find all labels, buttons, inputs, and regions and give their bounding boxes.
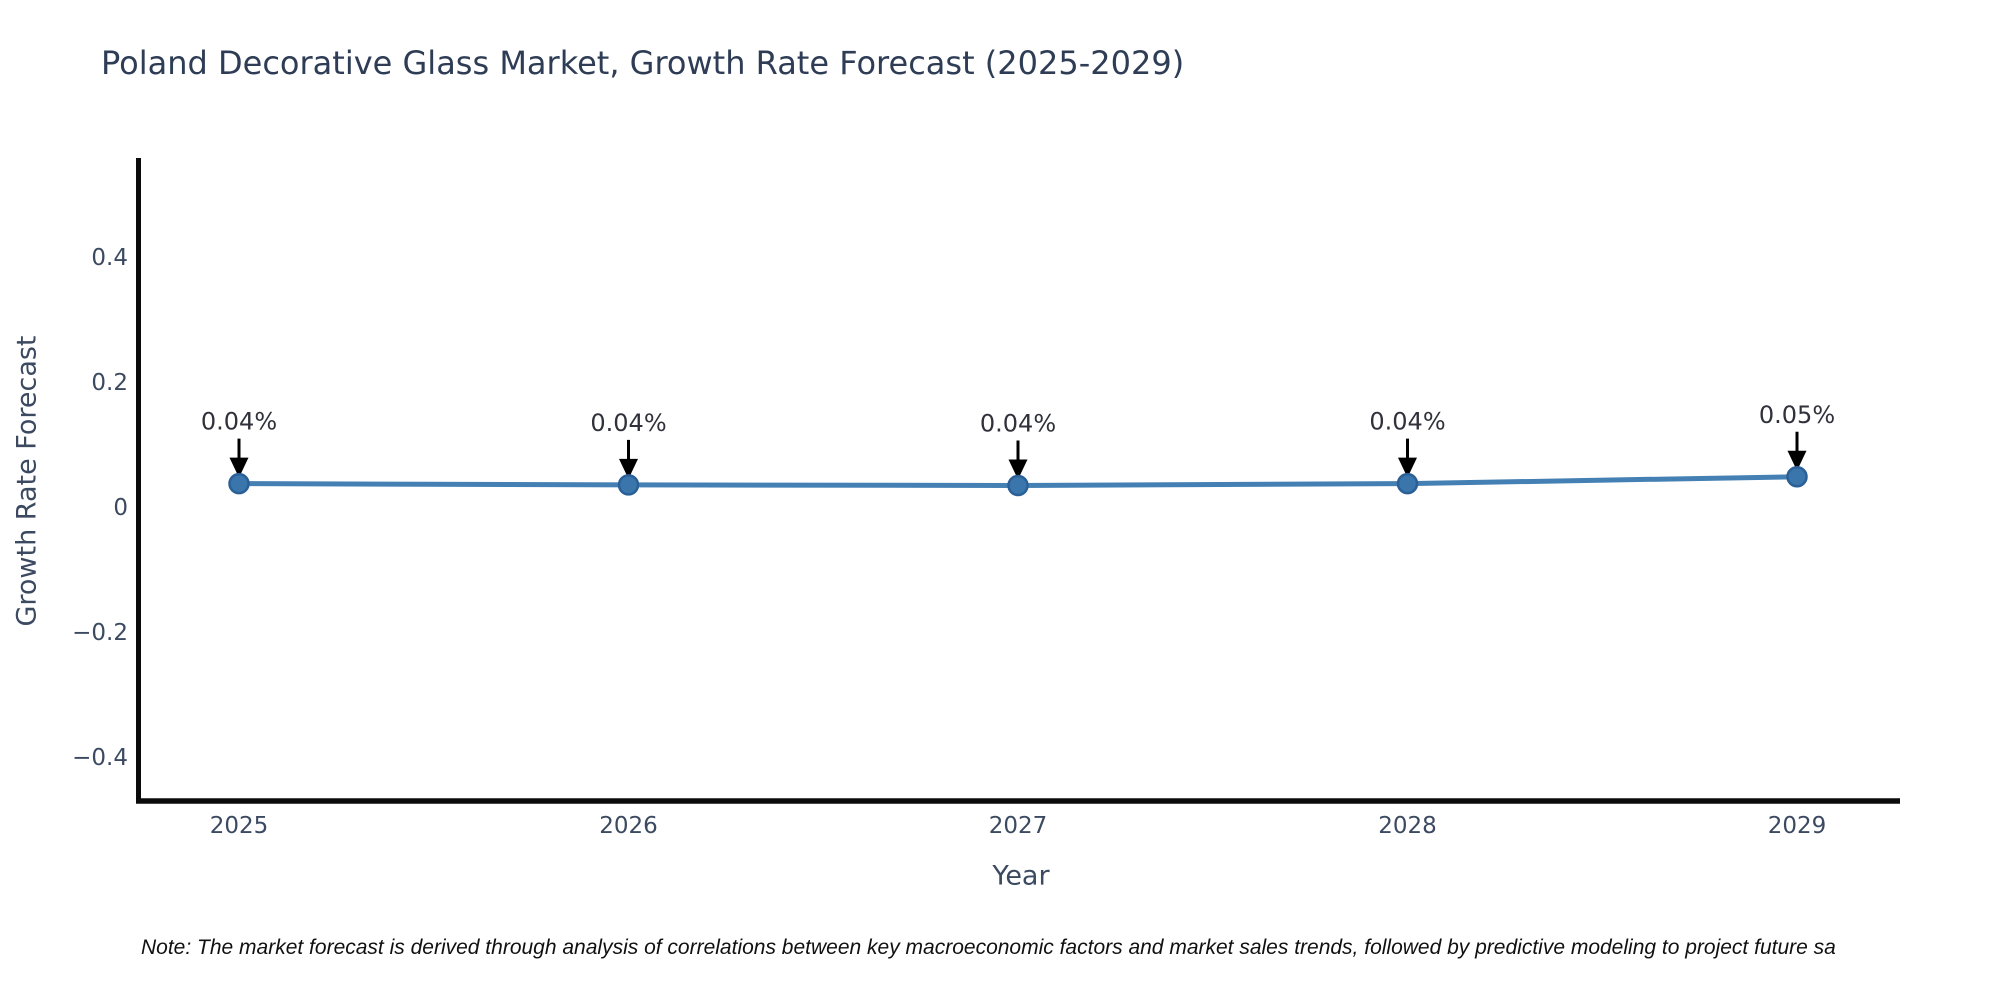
annotation-arrowhead-icon: [619, 458, 638, 479]
annotation-arrowhead-icon: [1787, 450, 1807, 471]
data-point-marker: [1786, 466, 1808, 488]
x-tick-label: 2029: [1768, 813, 1827, 839]
y-tick-label: 0.4: [91, 245, 128, 271]
data-point-marker: [617, 474, 640, 496]
annotation-arrowhead-icon: [1008, 459, 1028, 480]
data-point-marker: [228, 472, 250, 495]
point-annotation-label: 0.04%: [1369, 408, 1445, 436]
point-annotation-label: 0.04%: [980, 410, 1056, 438]
x-axis-title: Year: [992, 860, 1050, 892]
y-tick-label: −0.4: [72, 745, 128, 771]
chart-title: Poland Decorative Glass Market, Growth R…: [101, 44, 1185, 82]
annotation-arrowhead-icon: [229, 457, 249, 478]
y-tick-label: 0: [113, 495, 128, 521]
point-annotation-label: 0.04%: [590, 409, 666, 437]
y-tick-label: −0.2: [72, 620, 128, 646]
data-point-marker: [1007, 474, 1029, 497]
point-annotation-label: 0.05%: [1759, 401, 1835, 429]
footnote: Note: The market forecast is derived thr…: [141, 936, 1836, 959]
y-tick-label: 0.2: [91, 370, 128, 396]
annotation-arrowhead-icon: [1398, 457, 1417, 478]
data-point-marker: [1396, 472, 1419, 495]
x-tick-label: 2027: [989, 813, 1048, 839]
x-tick-label: 2026: [599, 813, 658, 839]
x-tick-label: 2028: [1378, 813, 1437, 839]
x-tick-label: 2025: [210, 813, 269, 839]
point-annotation-label: 0.04%: [201, 408, 277, 436]
